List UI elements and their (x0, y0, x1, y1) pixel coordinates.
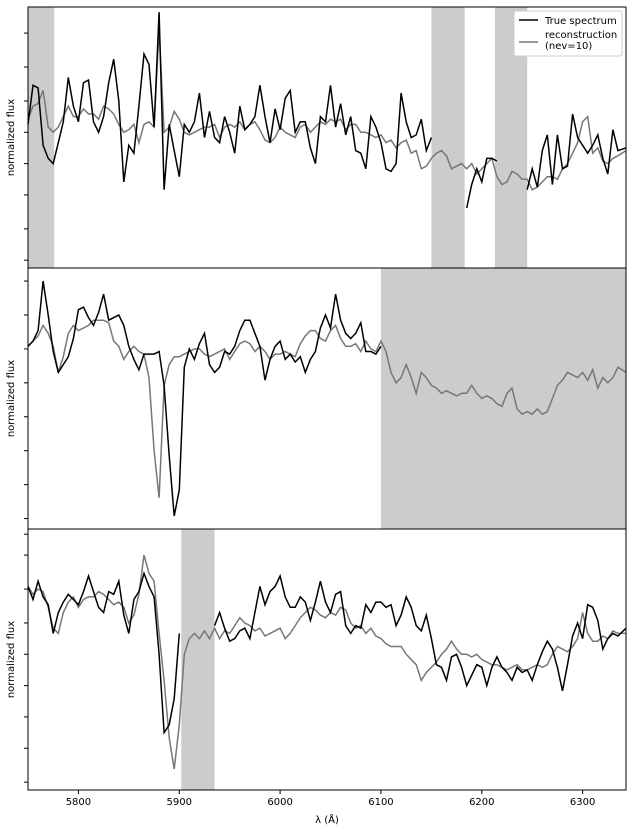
x-tick-label: 6000 (267, 797, 292, 808)
x-tick-label: 5800 (66, 797, 91, 808)
masked-regions (380, 268, 626, 529)
legend-true-label: True spectrum (544, 16, 617, 27)
legend-reconstruction-label-line: (nev=10) (545, 41, 592, 52)
y-axis-label: normalized flux (6, 360, 17, 437)
masked-region (431, 7, 465, 268)
x-ticks: 5800 5900 6000 6100 6200 6300 (66, 790, 595, 808)
panel-middle: normalized flux (6, 267, 627, 530)
masked-region (181, 529, 215, 790)
y-axis-label: normalized flux (6, 99, 17, 176)
true-spectrum-line (465, 157, 498, 209)
y-axis-label: normalized flux (6, 621, 17, 698)
legend-reconstruction-label: reconstruction (nev=10) (545, 30, 617, 52)
masked-region (380, 268, 626, 529)
y-ticks (24, 280, 28, 520)
masked-region (28, 7, 55, 268)
reconstruction-line (27, 27, 627, 191)
masked-regions (181, 529, 215, 790)
x-tick-label: 5900 (167, 797, 192, 808)
reconstruction-line (27, 319, 627, 498)
true-spectrum-line (27, 571, 181, 735)
axes-frame (27, 528, 627, 791)
x-tick-label: 6200 (469, 797, 494, 808)
x-tick-label: 6100 (368, 797, 393, 808)
panel-bottom: 5800 5900 6000 6100 6200 6300 normalized flux (6, 528, 627, 808)
legend: True spectrum reconstruction (nev=10) (513, 10, 623, 57)
x-tick-label: 6300 (570, 797, 595, 808)
x-axis-label: λ (Å) (315, 813, 339, 826)
y-ticks (24, 533, 28, 783)
reconstruction-line (27, 554, 626, 770)
true-spectrum-line (213, 573, 627, 691)
true-spectrum-line (526, 113, 627, 190)
legend-box (513, 10, 623, 57)
true-spectrum-line (27, 280, 382, 517)
y-ticks (24, 32, 28, 261)
legend-reconstruction-label-line: reconstruction (545, 30, 617, 41)
true-spectrum-line (27, 12, 433, 190)
